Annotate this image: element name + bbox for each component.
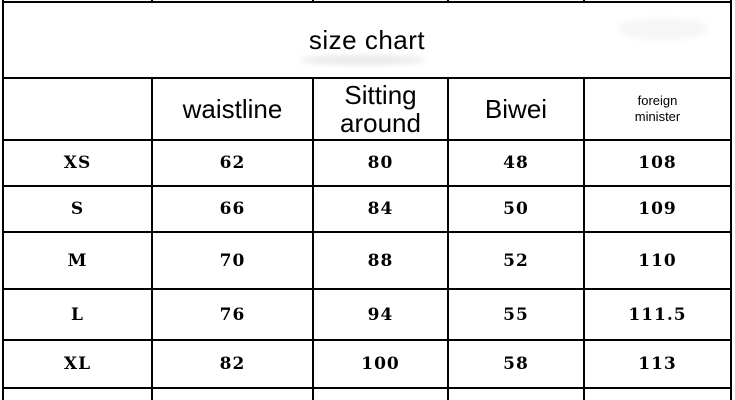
- foreign-minister-cell: 110: [583, 231, 732, 290]
- sitting-around-cell: 80: [312, 139, 449, 187]
- header-row: waistline Sitting around Biwei foreign m…: [2, 77, 732, 141]
- cropped-cell: [312, 387, 449, 400]
- size-cell: L: [2, 288, 153, 341]
- title-row: size chart: [2, 1, 732, 79]
- header-size-cell: [2, 77, 153, 141]
- biwei-cell: 48: [447, 139, 585, 187]
- waistline-cell: 66: [151, 185, 314, 233]
- header-foreign-minister-cell: foreign minister: [583, 77, 732, 141]
- table-row-l: L 76 94 55 111.5: [2, 288, 732, 341]
- cropped-cell: [583, 387, 732, 400]
- foreign-minister-cell: 108: [583, 139, 732, 187]
- cropped-row-bottom: [2, 387, 732, 400]
- waistline-cell: 76: [151, 288, 314, 341]
- foreign-minister-cell: 113: [583, 339, 732, 389]
- header-sitting-around-cell: Sitting around: [312, 77, 449, 141]
- size-cell: XS: [2, 139, 153, 187]
- foreign-minister-cell: 109: [583, 185, 732, 233]
- size-cell: XL: [2, 339, 153, 389]
- biwei-cell: 52: [447, 231, 585, 290]
- waistline-cell: 62: [151, 139, 314, 187]
- table-row-xs: XS 62 80 48 108: [2, 139, 732, 187]
- cropped-cell: [2, 387, 153, 400]
- header-waistline-cell: waistline: [151, 77, 314, 141]
- table-row-s: S 66 84 50 109: [2, 185, 732, 233]
- waistline-cell: 70: [151, 231, 314, 290]
- page-title: size chart: [2, 1, 732, 79]
- size-cell: M: [2, 231, 153, 290]
- cropped-cell: [151, 387, 314, 400]
- biwei-cell: 58: [447, 339, 585, 389]
- biwei-cell: 50: [447, 185, 585, 233]
- size-cell: S: [2, 185, 153, 233]
- foreign-minister-cell: 111.5: [583, 288, 732, 341]
- sitting-around-cell: 100: [312, 339, 449, 389]
- biwei-cell: 55: [447, 288, 585, 341]
- header-biwei-cell: Biwei: [447, 77, 585, 141]
- waistline-cell: 82: [151, 339, 314, 389]
- sitting-around-cell: 94: [312, 288, 449, 341]
- table-row-m: M 70 88 52 110: [2, 231, 732, 290]
- sitting-around-cell: 88: [312, 231, 449, 290]
- cropped-cell: [447, 387, 585, 400]
- table-row-xl: XL 82 100 58 113: [2, 339, 732, 389]
- sitting-around-cell: 84: [312, 185, 449, 233]
